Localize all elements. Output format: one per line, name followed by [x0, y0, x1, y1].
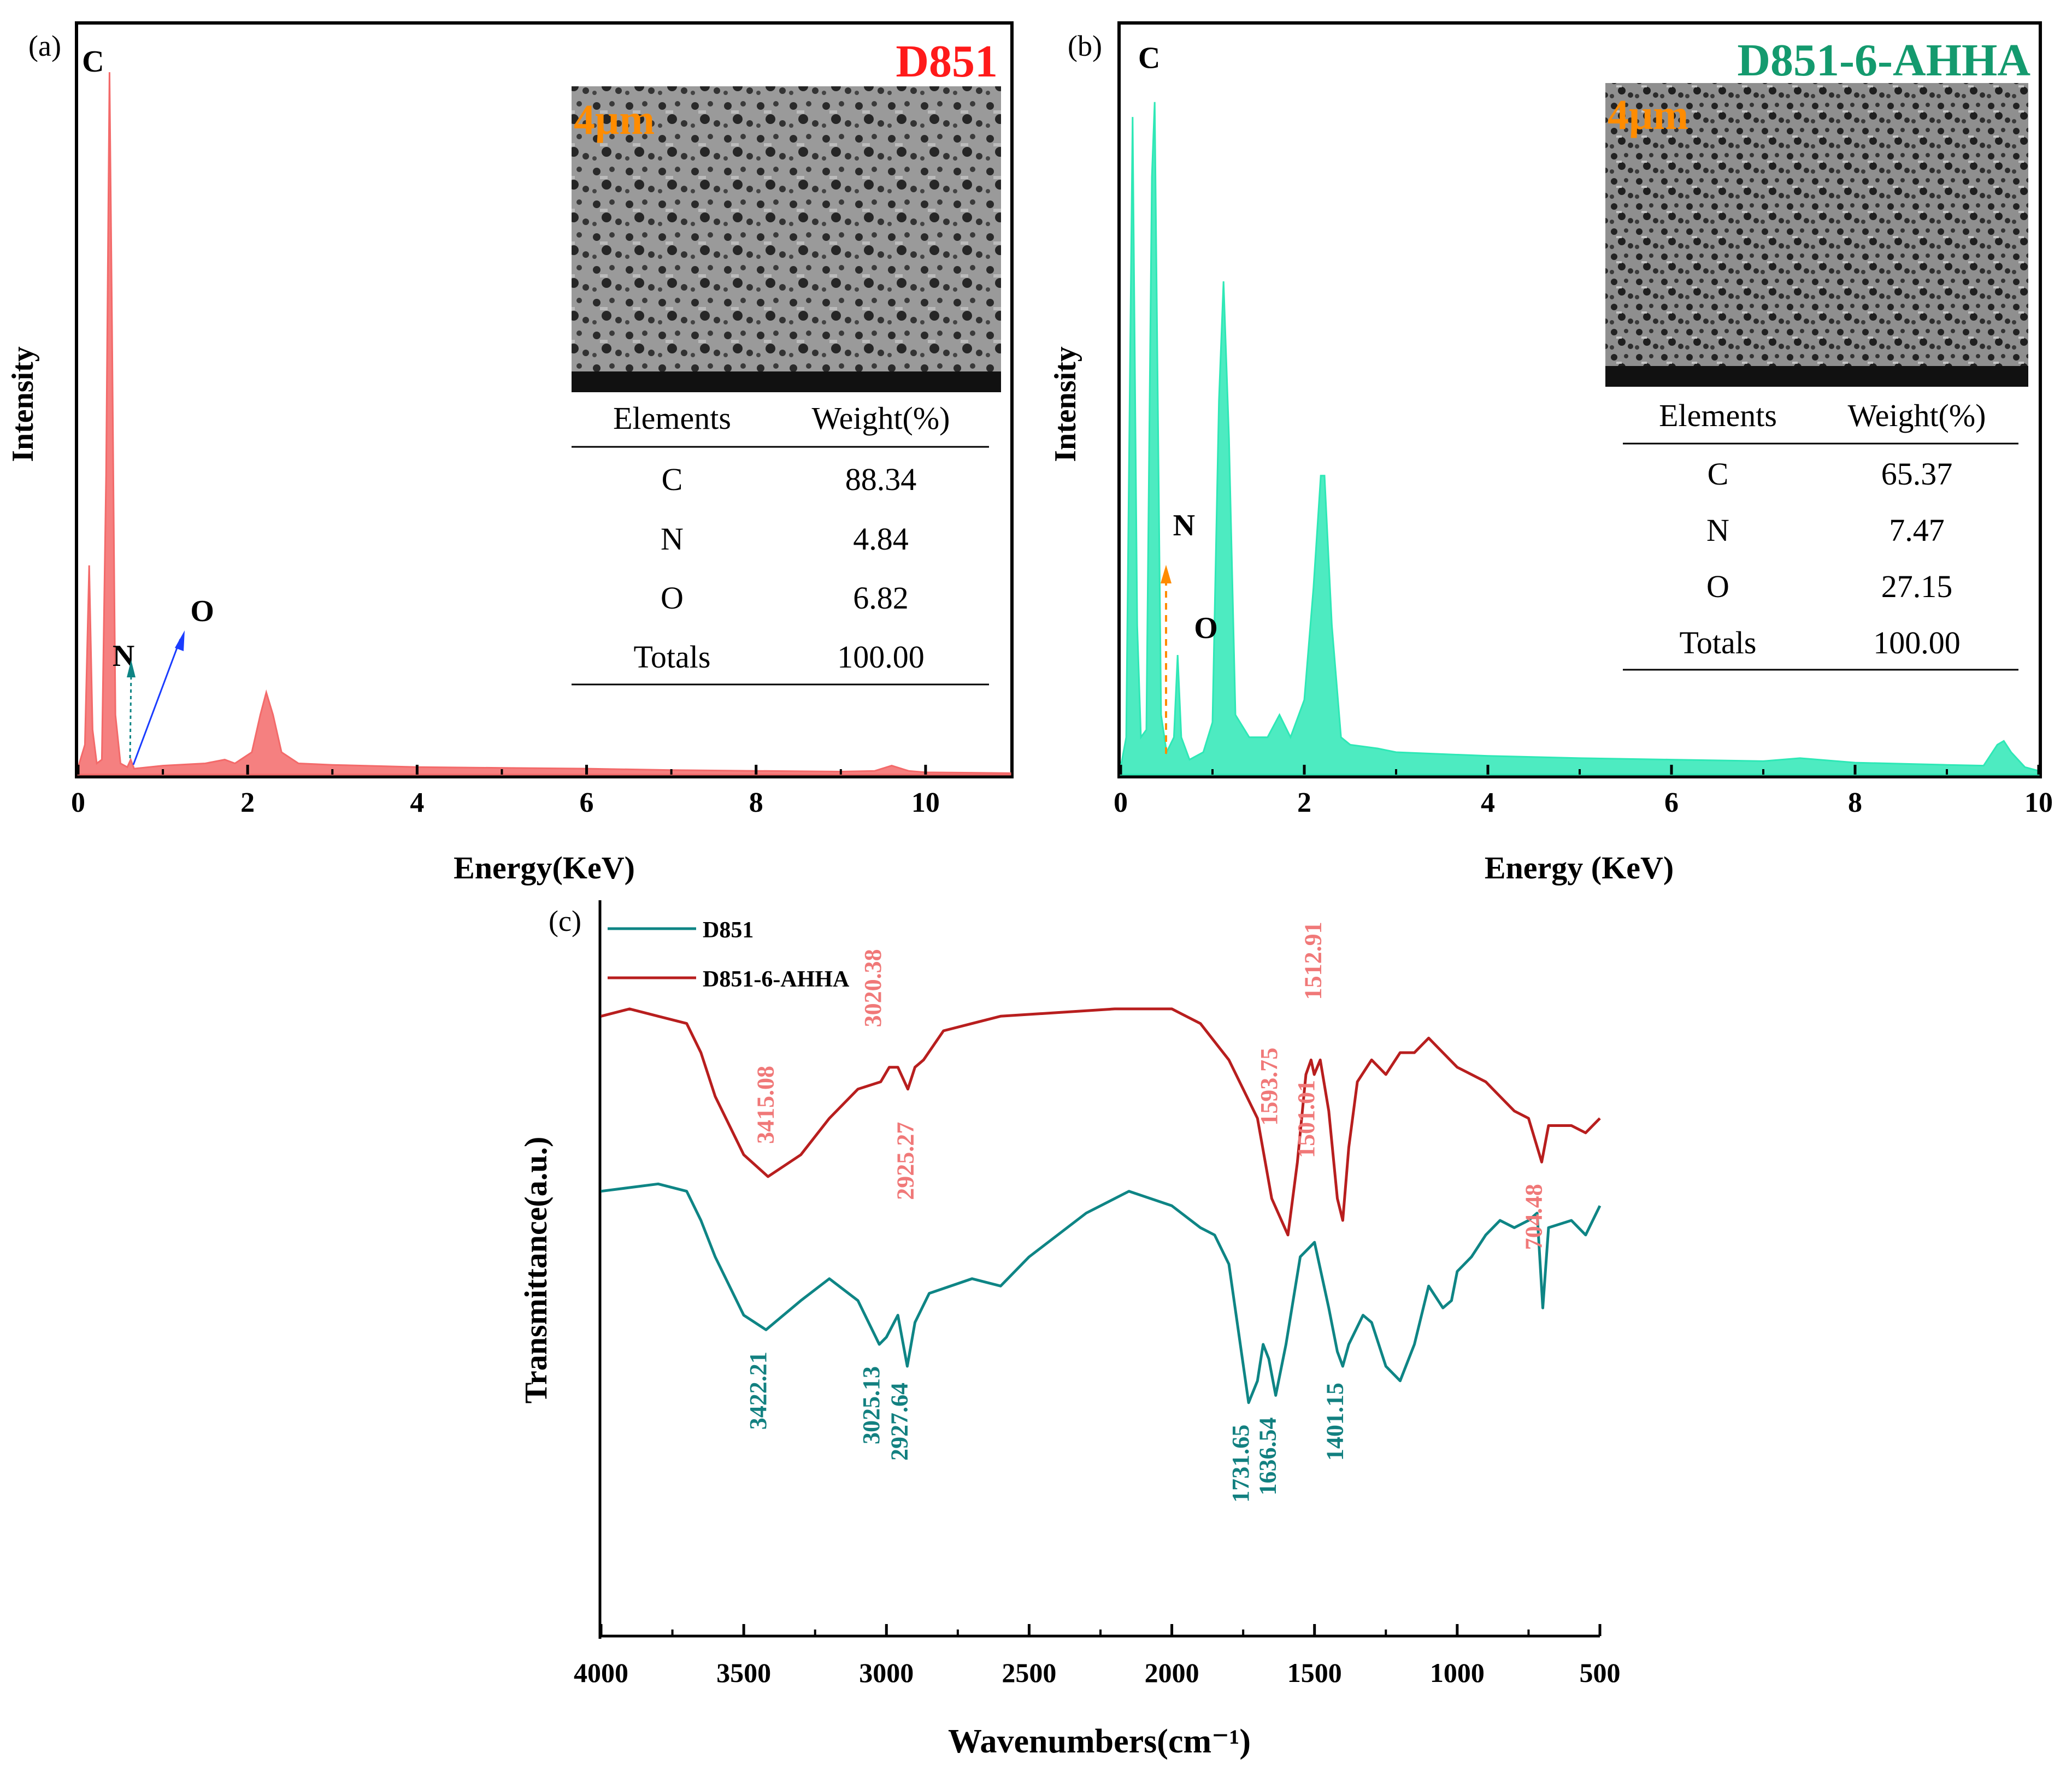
x-tick-label: 0	[1114, 787, 1128, 818]
panel-b-table-cell: N	[1706, 512, 1729, 548]
peak-annotation: 1501.01	[1293, 1080, 1320, 1158]
panel-a-title: D851	[896, 36, 998, 87]
panel-a-frame	[75, 21, 1014, 778]
peak-label-o: O	[190, 594, 214, 628]
panel-a-sem-image	[572, 86, 1001, 392]
panel-a-table-cell: 4.84	[853, 521, 909, 557]
x-tick-label: 6	[580, 787, 594, 818]
panel-b-frame	[1117, 21, 2042, 778]
peak-label-c: C	[82, 45, 104, 79]
panel-a-table-cell: 6.82	[853, 580, 909, 616]
panel-b-table-header-weight: Weight(%)	[1847, 398, 1986, 433]
panel-a-n-arrowhead	[127, 660, 136, 677]
panel-a-o-pointer	[132, 639, 181, 765]
panel-a-table-header-elements: Elements	[613, 400, 731, 436]
x-tick-label: 500	[1580, 1657, 1621, 1688]
panel-c-xlabel: Wavenumbers(cm⁻¹)	[948, 1723, 1251, 1760]
panel-a-xlabel: Energy(KeV)	[454, 850, 635, 885]
peak-annotation: 1512.91	[1299, 922, 1326, 1000]
x-tick-label: 1500	[1287, 1657, 1342, 1688]
peak-annotation: 1731.65	[1227, 1425, 1254, 1503]
x-tick-label: 2	[1297, 787, 1311, 818]
panel-b-label: (b)	[1068, 29, 1102, 62]
x-tick-label: 2000	[1145, 1657, 1199, 1688]
panel-b-xlabel: Energy (KeV)	[1485, 850, 1674, 885]
panel-b-table-cell: 65.37	[1881, 456, 1953, 492]
panel-b-table-cell: 7.47	[1889, 512, 1945, 548]
peak-annotation: 1401.15	[1321, 1383, 1348, 1461]
peak-label-n: N	[1173, 509, 1195, 542]
panel-a-n-pointer	[129, 671, 132, 759]
x-tick-label: 1000	[1430, 1657, 1485, 1688]
x-tick-label: 4000	[574, 1657, 628, 1688]
panel-b-table-cell: O	[1706, 569, 1729, 604]
panel-c-ylabel: Transmittance(a.u.)	[518, 1137, 554, 1404]
x-tick-label: 2	[240, 787, 255, 818]
panel-b-n-arrowhead	[1161, 565, 1172, 583]
panel-b-sem-infobar	[1605, 366, 2028, 387]
eds-spectrum-area	[1120, 102, 2040, 776]
panel-a-table-cell: N	[661, 521, 684, 557]
x-tick-label: 10	[911, 787, 940, 818]
peak-annotation: 1636.54	[1255, 1417, 1281, 1495]
panel-b-table-cell: C	[1708, 456, 1729, 492]
panel-b-table-cell: Totals	[1680, 625, 1757, 660]
panel-b-table-header-elements: Elements	[1659, 398, 1777, 433]
panel-b-table-cell: 100.00	[1873, 625, 1961, 660]
x-tick-label: 2500	[1002, 1657, 1056, 1688]
peak-annotation: 2927.64	[886, 1383, 913, 1461]
peak-label-c: C	[1138, 42, 1160, 75]
x-tick-label: 10	[2024, 787, 2053, 818]
peak-annotation: 3415.08	[752, 1066, 779, 1144]
panel-a-label: (a)	[28, 29, 61, 62]
peak-annotation: 3020.38	[860, 949, 886, 1027]
panel-a-table-cell: O	[661, 580, 684, 616]
panel-c-ftir: (c) 4000 3500 3000 2500 2000 1500 1000 500 3415.…	[518, 900, 1621, 1760]
panel-c-plot-area: 4000 3500 3000 2500 2000 1500 1000 500 3415.08 30…	[574, 922, 1621, 1688]
x-tick-label: 4	[410, 787, 424, 818]
peak-label-o: O	[1194, 611, 1218, 645]
panel-c-label: (c)	[549, 905, 581, 937]
panel-a-table-cell: 100.00	[837, 639, 925, 675]
panel-b-table-cell: 27.15	[1881, 569, 1953, 604]
peak-annotation: 704.48	[1520, 1184, 1547, 1250]
x-tick-label: 6	[1664, 787, 1679, 818]
panel-c-legend-d851: D851	[703, 918, 754, 943]
panel-a-table-cell: Totals	[634, 639, 711, 675]
panel-b-sem-image	[1605, 83, 2028, 387]
ftir-line-d851-6-ahha	[601, 1007, 1601, 1237]
eds-spectrum-area	[77, 72, 1011, 776]
panel-a-table-cell: 88.34	[845, 462, 917, 497]
peak-annotation: 3422.21	[745, 1351, 772, 1430]
x-tick-label: 8	[749, 787, 763, 818]
panel-a-ylabel: Intensity	[6, 346, 40, 462]
panel-a-scale-bar: 4μm	[574, 96, 655, 143]
panel-a-o-arrowhead	[175, 630, 185, 651]
peak-annotation: 3025.13	[858, 1366, 885, 1444]
panel-a-table-header-weight: Weight(%)	[811, 400, 950, 436]
x-tick-label: 4	[1481, 787, 1495, 818]
x-tick-label: 0	[71, 787, 85, 818]
x-tick-label: 3000	[859, 1657, 914, 1688]
panel-a-table-cell: C	[662, 462, 683, 497]
x-tick-label: 3500	[716, 1657, 771, 1688]
panel-c-legend-ahha: D851-6-AHHA	[703, 967, 850, 992]
ftir-line-d851	[601, 1182, 1602, 1404]
panel-b-scale-bar: 4μm	[1608, 91, 1688, 138]
peak-annotation: 1593.75	[1256, 1048, 1282, 1126]
panel-b-ylabel: Intensity	[1049, 346, 1082, 462]
panel-b-title: D851-6-AHHA	[1737, 35, 2030, 86]
x-tick-label: 8	[1848, 787, 1862, 818]
peak-annotation: 2925.27	[892, 1122, 919, 1200]
panel-a-sem-infobar	[572, 371, 1001, 392]
